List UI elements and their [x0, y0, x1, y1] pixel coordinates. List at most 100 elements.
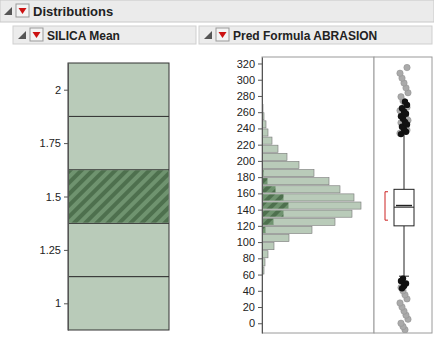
tick-label: 160	[237, 187, 255, 199]
histogram-bar	[262, 218, 335, 225]
tick: 20	[243, 301, 262, 313]
shortest-half	[385, 192, 388, 220]
panel-header	[199, 26, 432, 44]
header: Distributions	[0, 0, 434, 22]
tick-mark	[258, 242, 262, 243]
tick-label: 280	[237, 90, 255, 102]
tick-mark	[258, 96, 262, 97]
histogram	[68, 63, 169, 330]
tick-label: 120	[237, 220, 255, 232]
tick-label: 40	[243, 285, 255, 297]
tick-mark	[258, 258, 262, 259]
selected-bar	[263, 194, 284, 200]
chart-title: Pred Formula ABRASION	[233, 29, 377, 43]
tick-label: 100	[237, 236, 255, 248]
tick-label: 240	[237, 122, 255, 134]
mean-line	[396, 205, 412, 207]
box	[394, 189, 414, 226]
tick: 300	[237, 74, 262, 86]
menu-triangle[interactable]	[33, 32, 41, 38]
disclosure-icon[interactable]	[204, 31, 212, 39]
tick-label: 140	[237, 204, 255, 216]
axis-line	[262, 58, 263, 334]
tick-mark	[258, 145, 262, 146]
histogram-bar	[262, 243, 274, 250]
selected-outlier	[399, 285, 405, 291]
whisker	[404, 132, 405, 190]
outlier	[397, 300, 403, 306]
outlier	[397, 70, 403, 76]
histogram-bar	[262, 234, 289, 241]
tick-label: 1.75	[40, 137, 61, 149]
tick-label: 1	[55, 297, 61, 309]
tick: 40	[243, 285, 262, 297]
histogram-bar	[262, 170, 314, 177]
tick: 180	[237, 171, 262, 183]
tick-mark	[64, 250, 68, 251]
tick-mark	[258, 177, 262, 178]
histogram-bar	[262, 226, 312, 233]
selected-bar	[263, 202, 289, 208]
menu-triangle[interactable]	[19, 8, 27, 14]
tick: 1.75	[40, 137, 68, 149]
menu-icon[interactable]	[216, 28, 229, 41]
selected-bar	[263, 211, 284, 217]
histogram-bar	[262, 161, 299, 168]
selected-bar	[69, 170, 169, 222]
tick-label: 320	[237, 58, 255, 70]
tick-label: 1.25	[40, 244, 61, 256]
tick-label: 20	[243, 301, 255, 313]
tick-mark	[258, 226, 262, 227]
tick-label: 1.5	[46, 191, 61, 203]
tick: 0	[249, 317, 262, 329]
box-frame	[374, 57, 432, 333]
tick: 260	[237, 106, 262, 118]
box-plot	[385, 64, 414, 333]
menu-icon[interactable]	[16, 4, 29, 17]
tick-mark	[258, 291, 262, 292]
tick: 160	[237, 187, 262, 199]
tick-label: 80	[243, 252, 255, 264]
tick: 280	[237, 90, 262, 102]
tick: 1.5	[46, 191, 68, 203]
histogram-bar	[262, 153, 287, 160]
disclosure-icon[interactable]	[4, 7, 12, 15]
tick-label: 180	[237, 171, 255, 183]
selected-bar	[263, 186, 276, 192]
tick: 120	[237, 220, 262, 232]
tick-label: 60	[243, 269, 255, 281]
whisker	[404, 226, 405, 276]
plot-frame	[68, 63, 169, 330]
tick: 60	[243, 269, 262, 281]
tick: 1	[55, 297, 68, 309]
axis-line	[68, 64, 69, 331]
tick-mark	[258, 80, 262, 81]
histogram-bar	[68, 223, 169, 276]
outlier	[404, 64, 410, 70]
histogram-bar	[262, 145, 278, 152]
tick-mark	[64, 90, 68, 91]
histogram-bar	[68, 170, 169, 223]
outlier	[398, 320, 404, 326]
histogram-bar	[68, 277, 169, 330]
tick-mark	[258, 161, 262, 162]
tick-mark	[258, 275, 262, 276]
plot-frame	[262, 57, 374, 333]
menu-icon[interactable]	[30, 28, 43, 41]
tick: 320	[237, 58, 262, 70]
menu-triangle[interactable]	[219, 32, 227, 38]
panel-header	[13, 26, 196, 44]
disclosure-icon[interactable]	[18, 31, 26, 39]
tick-mark	[258, 210, 262, 211]
tick: 80	[243, 252, 262, 264]
tick-label: 220	[237, 139, 255, 151]
histogram-bar	[262, 194, 354, 201]
tick-label: 0	[249, 317, 255, 329]
page: DistributionsSILICA Mean11.251.51.752Pre…	[0, 0, 434, 341]
tick-mark	[258, 112, 262, 113]
tick: 140	[237, 204, 262, 216]
tick-mark	[258, 323, 262, 324]
tick-mark	[64, 143, 68, 144]
header-title: Distributions	[33, 4, 113, 19]
histogram-bar	[68, 63, 169, 116]
